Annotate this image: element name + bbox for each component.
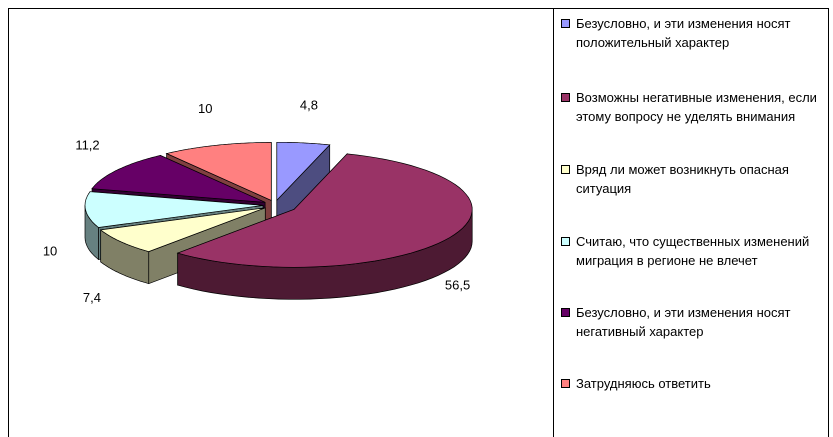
legend-label: Затрудняюсь ответить bbox=[576, 376, 711, 391]
slice bbox=[276, 141, 331, 202]
slice bbox=[176, 153, 473, 268]
legend-swatch bbox=[561, 19, 570, 28]
legend-label: Безусловно, и эти изменения носят положи… bbox=[576, 16, 791, 50]
legend-item: Безусловно, и эти изменения носят положи… bbox=[561, 14, 824, 52]
legend-item: Считаю, что существенных изменений мигра… bbox=[561, 232, 824, 270]
data-label: 4,8 bbox=[300, 98, 318, 113]
legend-item: Безусловно, и эти изменения носят негати… bbox=[561, 303, 824, 341]
legend-label: Безусловно, и эти изменения носят негати… bbox=[576, 305, 791, 339]
slice bbox=[84, 191, 264, 228]
slice bbox=[165, 142, 272, 201]
legend-item: Возможны негативные изменения, если этом… bbox=[561, 88, 824, 126]
legend-swatch bbox=[561, 308, 570, 317]
legend-swatch bbox=[561, 237, 570, 246]
data-label: 7,4 bbox=[83, 290, 101, 305]
data-label: 10 bbox=[198, 101, 212, 116]
legend-item: Вряд ли может возникнуть опасная ситуаци… bbox=[561, 160, 824, 198]
legend-label: Возможны негативные изменения, если этом… bbox=[576, 90, 817, 124]
legend-label: Считаю, что существенных изменений мигра… bbox=[576, 234, 810, 268]
data-label: 56,5 bbox=[445, 278, 470, 293]
slice bbox=[99, 207, 266, 252]
legend-item: Затрудняюсь ответить bbox=[561, 374, 824, 393]
slice bbox=[91, 155, 266, 203]
legend-swatch bbox=[561, 93, 570, 102]
legend-label: Вряд ли может возникнуть опасная ситуаци… bbox=[576, 162, 789, 196]
data-label: 11,2 bbox=[75, 137, 99, 152]
data-label: 10 bbox=[43, 244, 57, 259]
legend-swatch bbox=[561, 379, 570, 388]
legend-frame bbox=[553, 8, 829, 437]
legend-swatch bbox=[561, 165, 570, 174]
